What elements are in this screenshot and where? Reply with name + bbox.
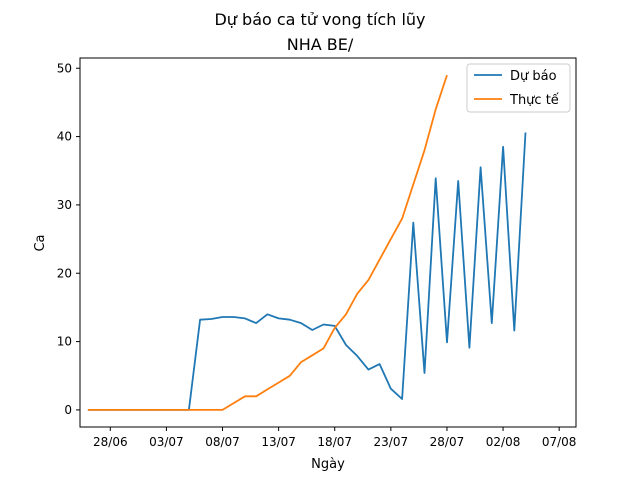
axes-ticks: 0 10 20 30 40 50 28/06 03/07 08/07 13/07 18/07 23/0… [57, 61, 577, 449]
x-tick-label: 23/07 [374, 435, 409, 449]
series-line-actual [87, 74, 448, 411]
y-tick-label: 50 [57, 61, 72, 75]
x-tick-label: 03/07 [149, 435, 184, 449]
y-tick-label: 20 [57, 266, 72, 280]
y-axis-label: Ca [33, 234, 48, 251]
x-tick-label: 28/06 [93, 435, 128, 449]
legend-box [466, 63, 571, 113]
x-tick-label: 07/08 [542, 435, 577, 449]
series-line-forecast [87, 132, 527, 411]
y-tick-label: 10 [57, 335, 72, 349]
x-tick-label: 28/07 [430, 435, 465, 449]
x-tick-label: 18/07 [317, 435, 352, 449]
chart-subtitle: NHA BE/ [287, 35, 354, 54]
x-tick-label: 08/07 [205, 435, 240, 449]
series-lines [87, 74, 527, 411]
y-tick-label: 40 [57, 130, 72, 144]
y-tick-label: 0 [64, 403, 72, 417]
x-tick-label: 13/07 [261, 435, 296, 449]
x-axis-label: Ngày [311, 457, 345, 472]
chart-title: Dự báo ca tử vong tích lũy [214, 10, 425, 29]
legend-label-forecast: Dự báo [510, 69, 557, 84]
x-tick-label: 02/08 [486, 435, 521, 449]
plot-frame [79, 57, 577, 428]
y-tick-label: 30 [57, 198, 72, 212]
legend: Dự báo Thực tế [466, 63, 571, 113]
legend-label-actual: Thực tế [509, 93, 559, 108]
